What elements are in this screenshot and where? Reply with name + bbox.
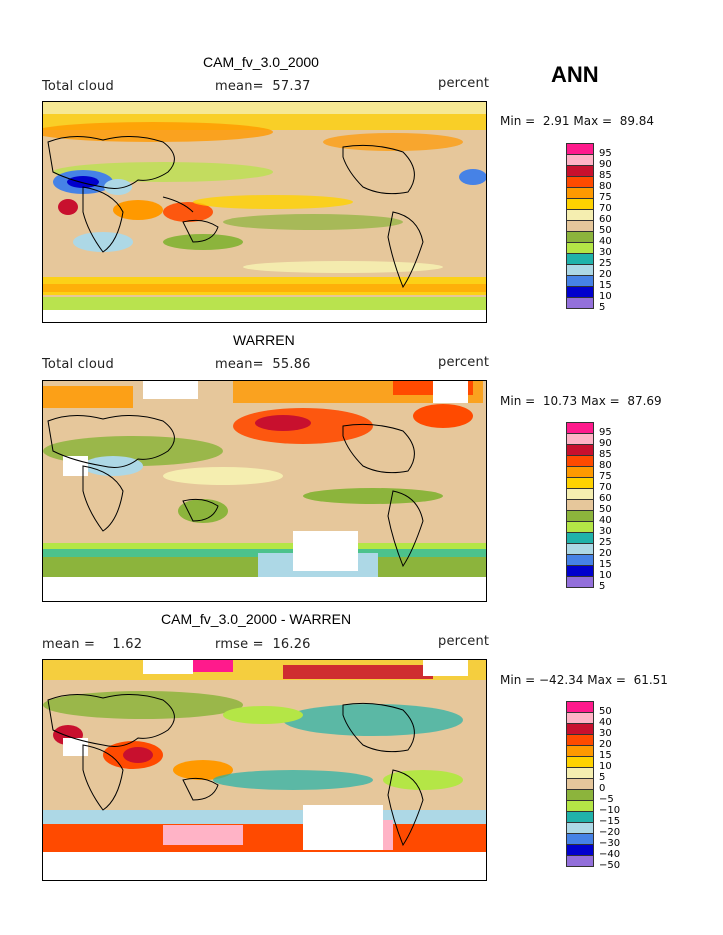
colorbar-swatch	[566, 297, 594, 309]
colorbar-tick-label: 5	[599, 302, 606, 313]
panel-1-variable-label: Total cloud	[42, 79, 114, 94]
panel-3-min-value: −42.34	[539, 673, 584, 687]
panel-1-min-label: Min =	[500, 114, 536, 128]
panel-1-max-value: 89.84	[619, 114, 655, 128]
colorbar-tick-label: 40	[599, 515, 612, 526]
colorbar-tick-label: −10	[599, 805, 621, 816]
panel-1-min-value: 2.91	[542, 114, 570, 128]
colorbar-tick-label: 25	[599, 537, 612, 548]
colorbar-tick-label: 60	[599, 493, 612, 504]
panel-3-max-value: 61.51	[633, 673, 668, 687]
colorbar-tick-label: −15	[599, 816, 621, 827]
panel-1-mean-label: mean= 57.37	[215, 79, 311, 94]
colorbar-tick-label: 40	[599, 236, 612, 247]
coastlines	[47, 694, 424, 847]
colorbar-tick-label: 30	[599, 526, 612, 537]
colorbar-tick-label: 30	[599, 728, 612, 739]
panel-1-max-label: Max =	[573, 114, 613, 128]
colorbar-tick-label: 15	[599, 280, 612, 291]
colorbar-tick-label: 50	[599, 225, 612, 236]
panel-1-map	[42, 101, 487, 323]
panel-3-range-label: Min = −42.34 Max = 61.51	[500, 673, 668, 687]
panel-3-map-canvas	[43, 660, 486, 880]
colorbar-tick-label: 5	[599, 772, 606, 783]
panel-2-colorbar: 95 90 85 80 75 70 60 50 40 30 25 20 15 10 5	[566, 422, 626, 598]
colorbar-tick-label: 10	[599, 291, 612, 302]
colorbar-tick-label: 85	[599, 449, 612, 460]
panel-3-mean-label: mean = 1.62	[42, 637, 143, 652]
season-label: ANN	[551, 62, 599, 87]
panel-2-min-value: 10.73	[542, 394, 578, 408]
colorbar-tick-label: 75	[599, 192, 612, 203]
colorbar-tick-label: 10	[599, 761, 612, 772]
panel-2-map-canvas	[43, 381, 486, 601]
panel-2-mean-label: mean= 55.86	[215, 357, 311, 372]
coastlines	[47, 136, 424, 289]
colorbar-tick-label: −5	[599, 794, 614, 805]
coastlines	[47, 415, 424, 568]
colorbar-tick-label: 0	[599, 783, 606, 794]
panel-3-rmse-label: rmse = 16.26	[215, 637, 311, 652]
panel-2-max-value: 87.69	[627, 394, 662, 408]
panel-3-colorbar: 50 40 30 20 15 10 5 0 −5 −10 −15 −20 −30 −40 −50	[566, 701, 626, 877]
colorbar-tick-label: −20	[599, 827, 621, 838]
colorbar-tick-label: 60	[599, 214, 612, 225]
colorbar-tick-label: 20	[599, 269, 612, 280]
colorbar-tick-label: 40	[599, 717, 612, 728]
panel-3-title: CAM_fv_3.0_2000 - WARREN	[161, 611, 352, 627]
panel-1-range-label: Min = 2.91 Max = 89.84	[500, 114, 654, 128]
colorbar-tick-label: 75	[599, 471, 612, 482]
panel-3-units-label: percent	[438, 634, 490, 649]
panel-1-colorbar: 95 90 85 80 75 70 60 50 40 30 25 20 15 10 5	[566, 143, 626, 319]
panel-1-title: CAM_fv_3.0_2000	[203, 54, 319, 70]
colorbar-tick-label: 5	[599, 581, 606, 592]
panel-2-max-label: Max =	[581, 394, 620, 408]
panel-2-map	[42, 380, 487, 602]
colorbar-swatch	[566, 855, 594, 867]
panel-2-title: WARREN	[233, 332, 295, 348]
colorbar-tick-label: 15	[599, 750, 612, 761]
colorbar-tick-label: −30	[599, 838, 621, 849]
colorbar-tick-label: −40	[599, 849, 621, 860]
colorbar-tick-label: 20	[599, 739, 612, 750]
colorbar-tick-label: 10	[599, 570, 612, 581]
colorbar-tick-label: 20	[599, 548, 612, 559]
colorbar-tick-label: 95	[599, 427, 612, 438]
colorbar-tick-label: 70	[599, 482, 612, 493]
panel-1-units-label: percent	[438, 76, 490, 91]
panel-2-variable-label: Total cloud	[42, 357, 114, 372]
colorbar-swatch	[566, 576, 594, 588]
colorbar-tick-label: −50	[599, 860, 621, 871]
colorbar-tick-label: 90	[599, 438, 612, 449]
panel-2-min-label: Min =	[500, 394, 536, 408]
panel-3-max-label: Max =	[587, 673, 626, 687]
colorbar-tick-label: 85	[599, 170, 612, 181]
colorbar-tick-label: 30	[599, 247, 612, 258]
colorbar-tick-label: 50	[599, 504, 612, 515]
colorbar-tick-label: 50	[599, 706, 612, 717]
panel-2-units-label: percent	[438, 355, 490, 370]
colorbar-tick-label: 90	[599, 159, 612, 170]
colorbar-tick-label: 25	[599, 258, 612, 269]
panel-3-min-label: Min =	[500, 673, 536, 687]
colorbar-tick-label: 80	[599, 181, 612, 192]
panel-1-map-canvas	[43, 102, 486, 322]
colorbar-tick-label: 80	[599, 460, 612, 471]
panel-2-range-label: Min = 10.73 Max = 87.69	[500, 394, 662, 408]
colorbar-tick-label: 70	[599, 203, 612, 214]
panel-3-map	[42, 659, 487, 881]
colorbar-tick-label: 95	[599, 148, 612, 159]
colorbar-tick-label: 15	[599, 559, 612, 570]
